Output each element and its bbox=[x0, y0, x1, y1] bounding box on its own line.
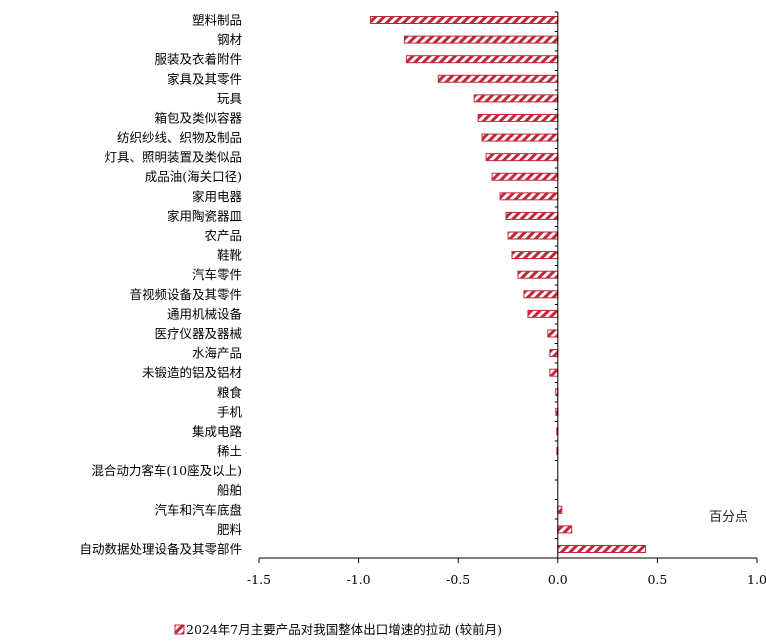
category-label-24: 船舶 bbox=[217, 483, 242, 498]
x-tick-label-2: -0.5 bbox=[446, 572, 470, 587]
bar-1 bbox=[403, 35, 559, 44]
category-labels: 塑料制品钢材服装及衣着附件家具及其零件玩具箱包及类似容器纺织纱线、织物及制品灯具… bbox=[79, 13, 242, 557]
category-label-21: 集成电路 bbox=[192, 424, 243, 439]
legend-swatch bbox=[174, 624, 185, 635]
bar-3 bbox=[437, 74, 559, 83]
bar-5 bbox=[477, 113, 559, 122]
category-label-3: 家具及其零件 bbox=[167, 71, 242, 86]
bar-8 bbox=[491, 172, 559, 181]
category-label-15: 通用机械设备 bbox=[167, 306, 243, 321]
bars-layer bbox=[370, 16, 646, 553]
x-tick-label-0: -1.5 bbox=[247, 572, 271, 587]
bar-11 bbox=[507, 231, 559, 240]
category-label-16: 医疗仪器及器械 bbox=[154, 326, 242, 341]
bar-7 bbox=[485, 153, 559, 162]
category-label-19: 粮食 bbox=[217, 385, 243, 400]
category-label-26: 肥料 bbox=[217, 522, 243, 537]
x-tick-label-5: 1.0 bbox=[747, 572, 766, 587]
category-label-1: 钢材 bbox=[217, 32, 242, 47]
category-label-5: 箱包及类似容器 bbox=[154, 110, 242, 125]
category-label-17: 水海产品 bbox=[192, 346, 242, 361]
category-label-22: 稀土 bbox=[217, 444, 242, 459]
category-label-0: 塑料制品 bbox=[192, 13, 242, 28]
bar-18 bbox=[549, 368, 559, 377]
category-label-6: 纺织纱线、织物及制品 bbox=[117, 130, 242, 145]
bar-15 bbox=[527, 309, 559, 318]
bar-17 bbox=[549, 349, 559, 358]
category-label-23: 混合动力客车(10座及以上) bbox=[91, 463, 242, 478]
axis-layer bbox=[258, 11, 758, 563]
category-label-13: 汽车零件 bbox=[192, 267, 242, 282]
bar-0 bbox=[370, 16, 559, 24]
category-label-25: 汽车和汽车底盘 bbox=[154, 502, 242, 517]
category-label-20: 手机 bbox=[217, 404, 243, 419]
category-label-14: 音视频设备及其零件 bbox=[129, 287, 242, 302]
x-tick-label-4: 0.5 bbox=[647, 572, 667, 587]
bar-16 bbox=[547, 329, 559, 338]
category-label-18: 未锻造的铝及铝材 bbox=[142, 365, 242, 380]
bar-25 bbox=[557, 505, 563, 514]
unit-label: 百分点 bbox=[709, 510, 748, 525]
category-label-2: 服装及衣着附件 bbox=[154, 52, 242, 67]
legend-label: 2024年7月主要产品对我国整体出口增速的拉动 (较前月) bbox=[186, 622, 502, 637]
category-label-11: 农产品 bbox=[204, 228, 242, 243]
tick-labels: -1.5 -1.0 -0.5 0.0 0.5 1.0 bbox=[247, 572, 766, 587]
x-tick-label-1: -1.0 bbox=[347, 572, 371, 587]
bar-12 bbox=[511, 251, 559, 260]
bar-13 bbox=[517, 270, 559, 279]
bar-10 bbox=[505, 211, 559, 220]
category-label-8: 成品油(海关口径) bbox=[145, 169, 242, 184]
category-label-9: 家用电器 bbox=[192, 189, 243, 204]
category-label-4: 玩具 bbox=[217, 91, 243, 106]
category-label-27: 自动数据处理设备及其零部件 bbox=[79, 542, 242, 557]
category-label-7: 灯具、照明装置及类似品 bbox=[104, 150, 242, 165]
category-label-12: 鞋靴 bbox=[217, 248, 243, 263]
x-tick-label-3: 0.0 bbox=[548, 572, 568, 587]
bar-6 bbox=[481, 133, 559, 142]
bar-9 bbox=[499, 192, 559, 201]
category-label-10: 家用陶瓷器皿 bbox=[167, 208, 243, 223]
bar-14 bbox=[523, 290, 559, 299]
bar-2 bbox=[405, 55, 559, 64]
bar-27 bbox=[557, 545, 646, 553]
bar-4 bbox=[473, 94, 559, 103]
legend: 2024年7月主要产品对我国整体出口增速的拉动 (较前月) bbox=[174, 622, 502, 637]
bar-26 bbox=[557, 525, 573, 534]
